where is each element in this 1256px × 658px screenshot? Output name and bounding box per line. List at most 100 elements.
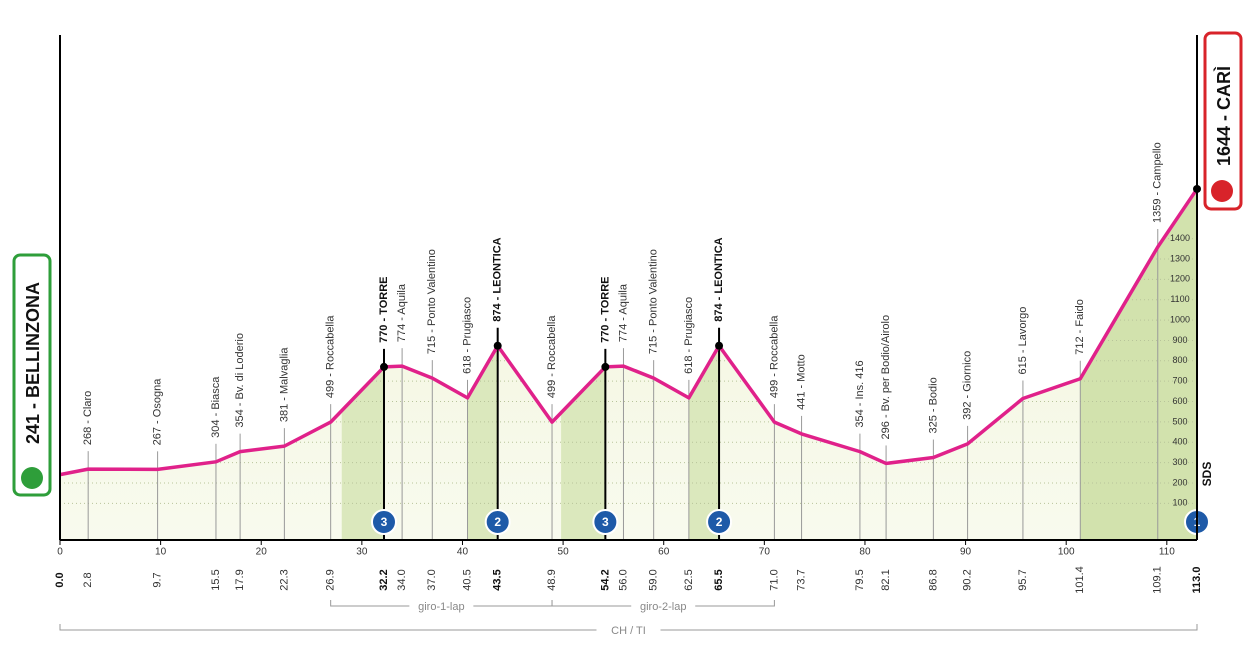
km-label: 113.0 [1191,567,1203,594]
km-label: 62.5 [683,569,695,590]
waypoint-label: 715 - Ponto Valentino [648,249,660,354]
climb-top [379,362,388,371]
y-tick-label: 1300 [1170,253,1190,263]
km-label: 95.7 [1017,569,1029,590]
finish-icon [1211,180,1233,202]
km-label: 109.1 [1152,566,1164,594]
waypoint-label: 615 - Lavorgo [1017,307,1029,375]
waypoint-label: 618 - Prugiasco [683,297,695,374]
x-tick-label: 20 [256,547,268,558]
km-label: 65.5 [713,569,725,590]
km-label: 43.5 [492,569,504,590]
x-tick-label: 10 [155,547,167,558]
climb-badge [706,509,733,535]
waypoint-label: 618 - Prugiasco [461,297,473,374]
km-label: 86.8 [927,569,939,590]
waypoint-label: 874 - LEONTICA [713,237,725,321]
y-tick-label: 1400 [1170,233,1190,243]
x-tick-label: 70 [759,547,771,558]
x-tick-label: 40 [457,547,469,558]
climb-category: 3 [381,515,388,529]
waypoint-label: 392 - Giornico [961,351,973,420]
climb-badge [484,509,511,535]
waypoint-label: 325 - Bodio [927,377,939,433]
km-label: 2.8 [82,572,94,587]
waypoint-label: 774 - Aquila [617,283,629,342]
km-label: 40.5 [461,569,473,590]
x-tick-label: 0 [57,547,63,558]
waypoint-label: 267 - Osogna [152,378,164,446]
waypoint-label: 1359 - Campello [1152,142,1164,223]
waypoint-label: 441 - Motto [795,354,807,410]
km-label: 22.3 [278,569,290,590]
y-tick-label: 800 [1172,355,1187,365]
y-tick-label: 600 [1172,396,1187,406]
climb-badge [592,509,619,535]
x-tick-label: 50 [558,547,570,558]
x-tick-label: 80 [859,547,871,558]
climb-top [493,341,502,350]
waypoint-label: 715 - Ponto Valentino [426,249,438,354]
waypoint-label: 499 - Roccabella [768,315,780,398]
start-icon [21,467,43,489]
km-label: 59.0 [648,569,660,590]
climb-category: 2 [494,515,501,529]
start-label: 241 - BELLINZONA [23,282,43,444]
waypoint-label: 354 - Bv. di Loderio [234,333,246,428]
km-label: 26.9 [325,569,337,590]
waypoint-label: 770 - TORRE [599,276,611,342]
km-label: 79.5 [854,569,866,590]
km-label: 48.9 [546,569,558,590]
waypoint-label: 381 - Malvaglia [278,347,290,422]
bracket-label-bg [631,598,696,614]
km-label: 71.0 [768,569,780,590]
climb-category: 3 [602,515,609,529]
waypoint-label: 499 - Roccabella [325,315,337,398]
waypoint-label: 304 - Biasca [210,376,222,438]
km-label: 15.5 [210,569,222,590]
x-tick-label: 60 [658,547,670,558]
waypoint-label: 499 - Roccabella [546,315,558,398]
km-label: 73.7 [795,569,807,590]
start-box [12,253,52,497]
waypoint-label: 268 - Claro [82,391,94,445]
km-label: 56.0 [617,569,629,590]
waypoint-label: 712 - Faido [1074,299,1086,355]
climb-badge [370,509,397,535]
y-tick-label: 1100 [1170,294,1189,304]
waypoint-label: 774 - Aquila [396,283,408,342]
bracket-label: CH / TI [611,625,646,637]
y-tick-label: 200 [1172,477,1187,487]
bracket-label: giro-1-lap [418,601,464,613]
km-label: 32.2 [378,569,390,590]
waypoint-label: 354 - Ins. 416 [854,360,866,427]
bracket-label: giro-2-lap [640,601,686,613]
km-label: 37.0 [426,569,438,590]
finish-box [1203,31,1243,211]
y-tick-label: 1000 [1170,314,1190,324]
y-tick-label: 1200 [1170,274,1190,284]
km-label: 17.9 [234,569,246,590]
x-tick-label: 110 [1159,547,1175,558]
y-tick-label: 300 [1172,457,1187,467]
climb-top [601,362,610,371]
km-label: 34.0 [396,569,408,590]
y-tick-label: 900 [1172,335,1187,345]
km-label: 90.2 [961,569,973,590]
y-tick-label: 500 [1172,416,1187,426]
y-tick-label: 100 [1172,498,1187,508]
sprint-label: SDS [1200,462,1214,487]
x-tick-label: 30 [356,547,368,558]
x-tick-label: 90 [960,547,972,558]
finish-label: 1644 - CARÌ [1213,66,1234,166]
km-label: 82.1 [880,569,892,590]
climb-top [715,341,724,350]
km-label: 54.2 [599,569,611,590]
waypoint-label: 770 - TORRE [378,276,390,342]
x-tick-label: 100 [1058,547,1075,558]
waypoint-label: 296 - Bv. per Bodio/Airolo [880,315,892,440]
km-label: 9.7 [152,572,164,587]
profile-line [59,187,1199,477]
